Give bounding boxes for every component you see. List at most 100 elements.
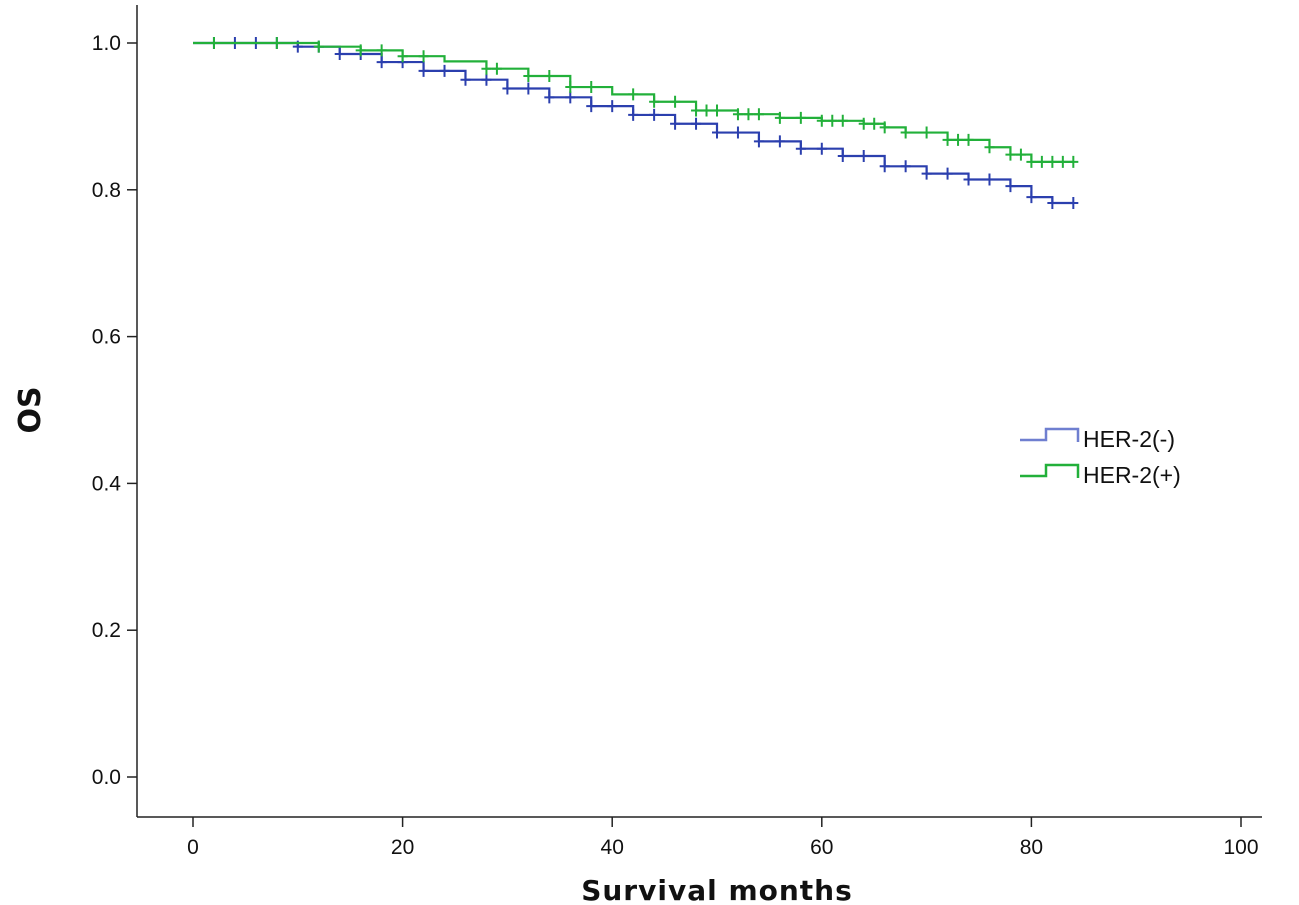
censor-mark [921,126,932,139]
censor-mark [607,100,618,113]
survival-curve [193,41,1074,164]
censor-mark [523,70,534,83]
censor-mark [701,104,712,117]
censor-mark [271,37,282,49]
censor-mark [418,64,429,77]
axes: 0.0 0.2 0.4 0.6 0.8 1.0 0 20 40 60 80 100 [92,5,1262,859]
y-axis-title: OS [13,386,48,433]
censor-mark [481,73,492,86]
legend-item: HER-2(-) [1020,426,1175,452]
censor-mark [491,62,502,75]
censor-mark [963,173,974,186]
censor-mark [1015,148,1026,161]
censor-mark [544,70,555,83]
censor-mark [586,100,597,113]
censor-mark [795,111,806,124]
series-2 [193,37,1079,168]
legend-item: HER-2(+) [1020,462,1181,488]
y-tick-label: 1.0 [92,32,121,55]
censor-mark [858,150,869,163]
censor-mark [753,135,764,148]
censor-mark [816,114,827,127]
censor-mark [523,82,534,95]
censor-mark [1047,197,1058,210]
censor-mark [565,81,576,94]
censor-mark [691,117,702,130]
x-axis-title: Survival months [581,874,853,905]
censor-mark [313,40,324,53]
x-tick-label: 100 [1223,836,1258,859]
censor-mark [879,160,890,173]
censor-mark [376,56,387,69]
y-tick-label: 0.2 [92,619,121,642]
censor-mark [1005,180,1016,193]
censor-mark [953,133,964,146]
censor-mark [984,173,995,186]
censor-mark [774,111,785,124]
censor-mark [586,81,597,94]
series-layer [193,37,1079,210]
censor-mark [1068,197,1079,210]
censor-mark [753,108,764,121]
censor-mark [774,135,785,148]
censor-mark [712,126,722,139]
censor-mark [355,44,366,57]
censor-mark [1026,155,1037,168]
x-tick-label: 80 [1020,836,1043,859]
censor-mark [1057,155,1068,168]
censor-mark [208,37,219,49]
censor-mark [743,108,754,121]
x-tick-label: 20 [391,836,414,859]
censor-mark [942,167,953,180]
censor-mark [334,48,345,61]
censor-mark [1026,191,1037,204]
censor-mark [481,62,492,75]
censor-mark [837,114,848,127]
censor-mark [460,73,471,86]
censor-mark [397,50,408,63]
censor-mark [376,44,387,57]
censor-mark [984,141,995,154]
survival-curve [193,41,1074,205]
censor-mark [942,133,953,146]
censor-mark [439,64,450,77]
censor-mark [712,104,722,117]
censor-mark [827,114,838,127]
y-tick-label: 0.0 [92,766,121,789]
legend: HER-2(-) HER-2(+) [1020,426,1181,488]
censor-mark [795,142,806,155]
x-tick-label: 60 [810,836,833,859]
censor-mark [732,126,743,139]
censor-mark [963,133,974,146]
censor-mark [649,108,660,121]
censor-mark [565,91,576,104]
censor-mark [1047,155,1058,168]
x-tick-label: 0 [187,836,199,859]
censor-mark [1005,148,1016,161]
censor-mark [649,95,660,108]
censor-mark [732,108,743,121]
censor-mark [670,117,681,130]
legend-label: HER-2(+) [1083,462,1181,488]
legend-swatch [1020,463,1080,478]
censor-mark [921,167,932,180]
censor-mark [900,126,911,139]
censor-mark [628,88,639,101]
censor-mark [1036,155,1047,168]
censor-mark [879,121,890,134]
censor-mark [691,104,702,117]
legend-swatch [1020,427,1080,442]
y-tick-label: 0.4 [92,472,122,495]
censor-mark [544,91,555,104]
x-tick-label: 40 [601,836,624,859]
legend-label: HER-2(-) [1083,426,1175,452]
censor-mark [670,95,681,108]
censor-mark [869,117,880,130]
censor-mark [858,117,869,130]
censor-mark [418,50,429,63]
series-1 [193,37,1079,210]
censor-mark [837,150,848,163]
y-tick-label: 0.6 [92,326,121,349]
censor-mark [502,82,513,95]
